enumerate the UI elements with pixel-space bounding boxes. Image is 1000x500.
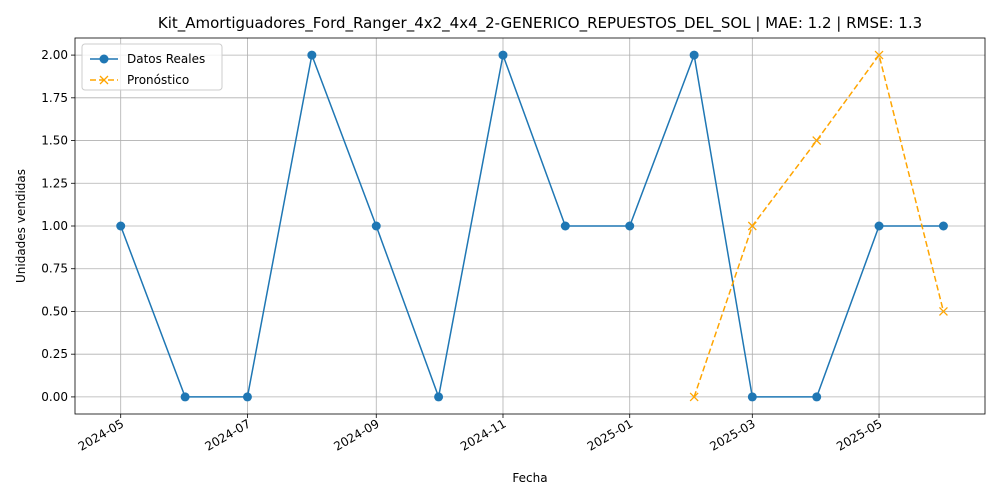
x-tick-label: 2024-11: [458, 416, 508, 453]
data-point: [371, 221, 381, 231]
y-tick-label: 0.25: [41, 347, 68, 361]
y-tick-label: 1.00: [41, 219, 68, 233]
x-tick-label: 2025-03: [707, 416, 757, 453]
y-tick-label: 1.25: [41, 176, 68, 190]
x-tick-label: 2024-09: [331, 416, 381, 453]
legend-marker: [99, 75, 109, 85]
series-forecast: [689, 50, 948, 402]
legend-label: Datos Reales: [127, 52, 205, 66]
data-point: [689, 392, 699, 402]
series-actual: [116, 50, 948, 402]
data-point: [625, 221, 635, 231]
chart-title: Kit_Amortiguadores_Ford_Ranger_4x2_4x4_2…: [158, 14, 922, 33]
x-axis-label: Fecha: [512, 471, 547, 485]
data-point: [938, 221, 948, 231]
legend: Datos Reales Pronóstico: [81, 43, 223, 91]
data-point: [747, 392, 757, 402]
data-point: [747, 221, 757, 231]
data-point: [307, 50, 317, 60]
series-line: [693, 54, 945, 398]
y-tick-label: 0.75: [41, 262, 68, 276]
y-tick-label: 0.50: [41, 304, 68, 318]
data-point: [812, 136, 822, 146]
data-point: [116, 221, 126, 231]
x-tick-label: 2024-07: [203, 416, 253, 453]
ticks-layer: 0.00 0.25 0.50 0.75 1.00 1.25 1.50 1.75 2.00 2024…: [41, 48, 884, 454]
legend-box: [81, 43, 223, 91]
series-line: [120, 54, 944, 398]
data-point: [242, 392, 252, 402]
y-tick-label: 1.50: [41, 134, 68, 148]
y-tick-label: 2.00: [41, 48, 68, 62]
y-tick-label: 1.75: [41, 91, 68, 105]
x-tick-label: 2025-01: [585, 416, 635, 453]
series-layer: [116, 50, 948, 402]
legend-marker: [99, 54, 109, 64]
legend-label: Pronóstico: [127, 73, 189, 87]
data-point: [874, 50, 884, 60]
data-point: [812, 392, 822, 402]
data-point: [560, 221, 570, 231]
x-tick-label: 2024-05: [76, 416, 126, 453]
data-point: [938, 306, 948, 316]
x-tick-label: 2025-05: [834, 416, 884, 453]
data-point: [874, 221, 884, 231]
data-point: [689, 50, 699, 60]
y-axis-label: Unidades vendidas: [14, 169, 28, 283]
data-point: [498, 50, 508, 60]
grid-layer: [75, 38, 985, 414]
data-point: [434, 392, 444, 402]
data-point: [180, 392, 190, 402]
y-tick-label: 0.00: [41, 390, 68, 404]
